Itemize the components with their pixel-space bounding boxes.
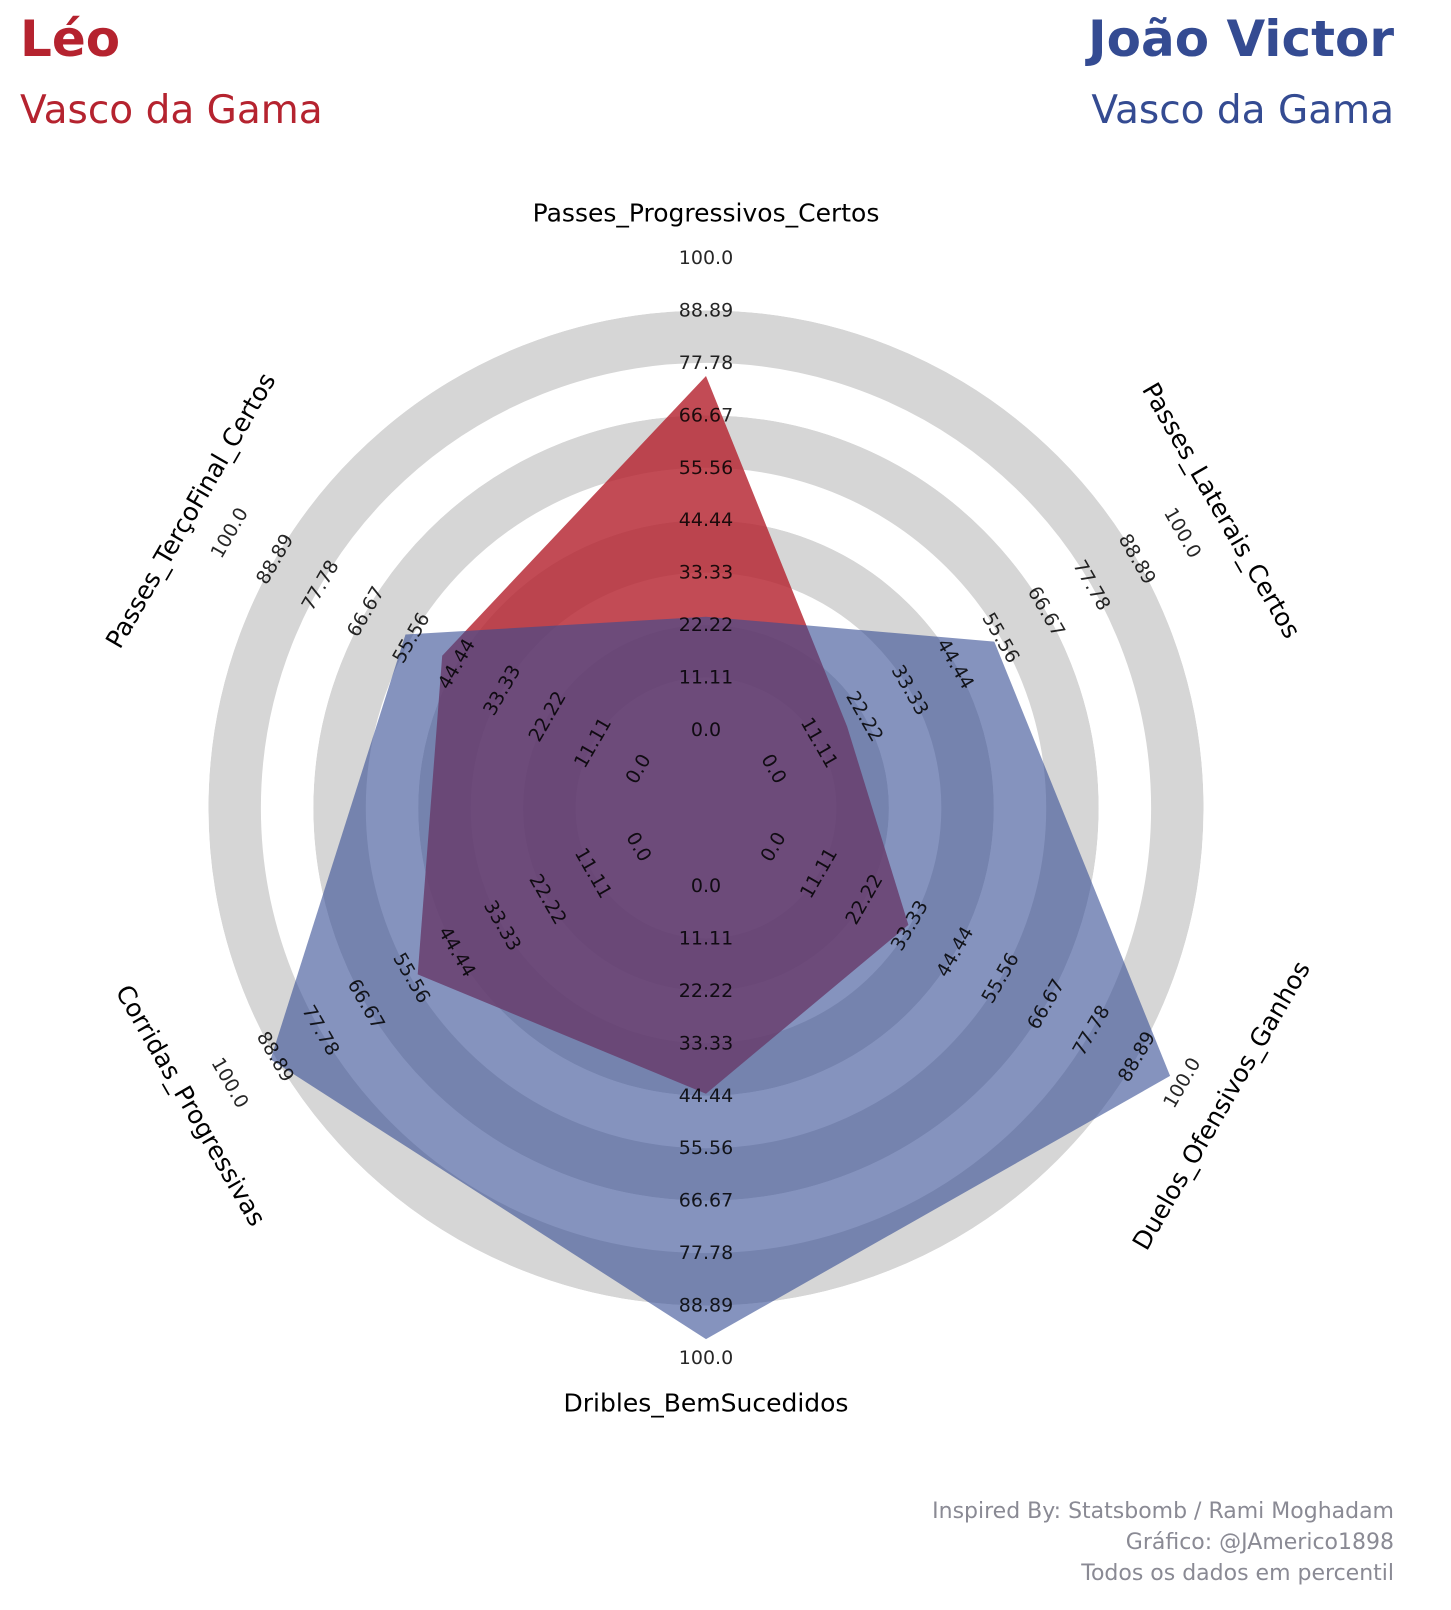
- radar-tick-label: 88.89: [679, 299, 733, 321]
- radar-tick-label: 55.56: [679, 457, 733, 479]
- player-1-team: Vasco da Gama: [20, 88, 323, 133]
- radar-tick-label: 44.44: [679, 509, 733, 531]
- credit-line-inspired: Inspired By: Statsbomb / Rami Moghadam: [932, 1499, 1394, 1524]
- radar-tick-label: 11.11: [679, 667, 733, 689]
- radar-tick-label: 33.33: [679, 1032, 733, 1054]
- radar-series-polygon: [270, 616, 1171, 1340]
- radar-tick-label: 44.44: [679, 1085, 733, 1107]
- radar-tick-label: 22.22: [679, 980, 733, 1002]
- radar-tick-label: 66.67: [679, 404, 733, 426]
- radar-polygons: [270, 376, 1171, 1340]
- player-2-team: Vasco da Gama: [1091, 88, 1394, 133]
- credit-line-note: Todos os dados em percentil: [1081, 1561, 1394, 1586]
- radar-tick-label: 77.78: [679, 1242, 733, 1264]
- radar-tick-label: 0.0: [691, 719, 721, 741]
- radar-tick-label: 22.22: [679, 614, 733, 636]
- radar-tick-label: 77.78: [679, 352, 733, 374]
- radar-tick-label: 11.11: [679, 927, 733, 949]
- radar-tick-label: 0.0: [691, 875, 721, 897]
- radar-tick-label: 33.33: [679, 562, 733, 584]
- radar-tick-label: 66.67: [679, 1190, 733, 1212]
- radar-tick-label: 100.0: [679, 247, 733, 269]
- player-2-name: João Victor: [1088, 10, 1394, 68]
- radar-tick-label: 55.56: [679, 1137, 733, 1159]
- credits: Inspired By: Statsbomb / Rami Moghadam G…: [932, 1496, 1394, 1589]
- radar-tick-label: 88.89: [679, 1295, 733, 1317]
- radar-category-label: Dribles_BemSucedidos: [564, 1389, 849, 1418]
- player-1-name: Léo: [20, 10, 121, 68]
- radar-category-label: Passes_Progressivos_Certos: [533, 199, 880, 228]
- credit-line-author: Gráfico: @JAmerico1898: [1125, 1530, 1394, 1555]
- radar-tick-label: 100.0: [679, 1347, 733, 1369]
